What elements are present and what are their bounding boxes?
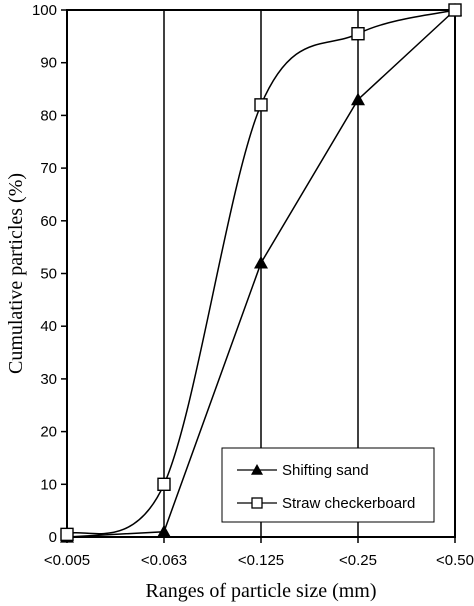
legend-marker-triangle (251, 464, 263, 475)
y-tick-label: 80 (40, 107, 57, 124)
x-tick-label: <0.125 (238, 552, 284, 569)
data-point-square (351, 27, 365, 41)
data-point-square (254, 98, 268, 112)
y-tick-label: 90 (40, 55, 57, 72)
y-tick-label: 30 (40, 371, 57, 388)
y-axis-ticks: 0 10 20 30 40 50 60 70 80 90 100 (32, 2, 67, 546)
y-tick-label: 40 (40, 318, 57, 335)
legend-marker-square (251, 497, 263, 509)
series-line (66, 9, 456, 536)
y-tick-label: 10 (40, 476, 57, 493)
y-axis-title: Cumulative particles (%) (5, 173, 27, 374)
x-axis-title: Ranges of particle size (mm) (145, 580, 376, 602)
y-tick-label: 70 (40, 160, 57, 177)
data-point-square (60, 527, 74, 542)
legend-label-straw-checkerboard: Straw checkerboard (282, 495, 415, 512)
data-point-triangle (351, 92, 365, 106)
x-tick-label: <0.063 (141, 552, 187, 569)
x-axis-ticks: <0.005 <0.063 <0.125 <0.25 <0.50 (44, 537, 474, 569)
legend-label-shifting-sand: Shifting sand (282, 462, 369, 479)
data-point-square (157, 477, 171, 491)
data-point-square (448, 3, 462, 17)
y-tick-label: 0 (49, 529, 57, 546)
data-point-triangle (157, 524, 171, 538)
y-tick-label: 20 (40, 424, 57, 441)
y-tick-label: 60 (40, 213, 57, 230)
legend-box (221, 447, 435, 523)
data-point-triangle (254, 255, 268, 269)
y-tick-label: 100 (32, 2, 57, 19)
x-tick-label: <0.50 (436, 552, 474, 569)
x-tick-label: <0.25 (339, 552, 377, 569)
series-layer (60, 3, 462, 543)
y-tick-label: 50 (40, 266, 57, 283)
x-tick-label: <0.005 (44, 552, 90, 569)
legend: Shifting sand Straw checkerboard (221, 447, 435, 523)
